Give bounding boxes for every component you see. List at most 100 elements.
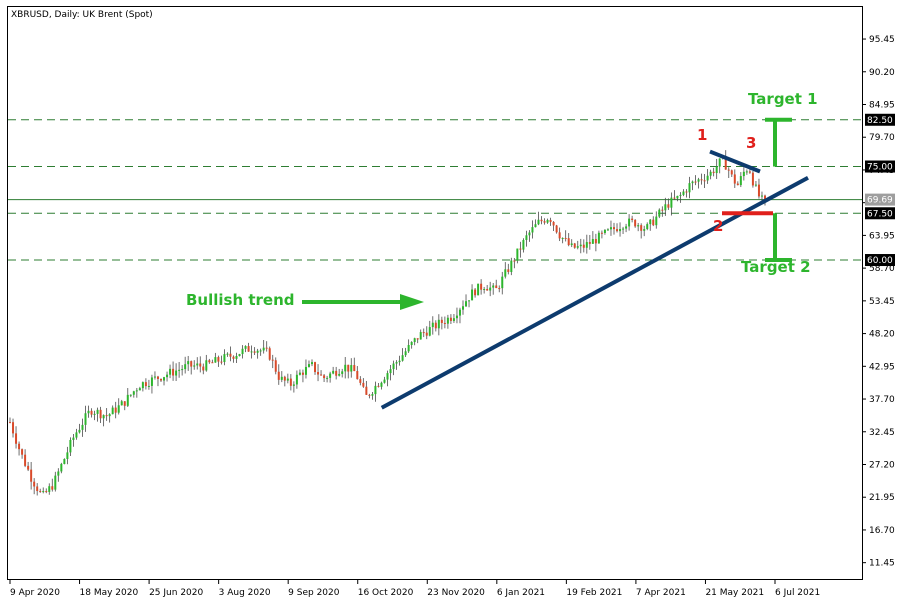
candle-body	[18, 443, 21, 450]
candle-body	[371, 394, 374, 396]
candle-body	[166, 374, 169, 378]
level-label: 82.50	[867, 116, 893, 126]
candle-body	[205, 360, 208, 371]
y-axis: 95.4590.2084.9579.7074.4569.2063.9558.70…	[862, 35, 895, 569]
candle-body	[597, 232, 600, 244]
candle-body	[326, 377, 329, 379]
candle-body	[93, 413, 96, 415]
candle-body	[471, 289, 474, 301]
y-tick-label: 27.20	[869, 460, 895, 470]
candle-body	[703, 180, 706, 182]
candle-body	[259, 350, 262, 352]
candle-body	[591, 239, 594, 244]
candle-body	[160, 378, 162, 381]
candle-body	[455, 315, 458, 319]
candle-body	[625, 226, 628, 229]
level-label-bg	[865, 160, 895, 173]
candle-body	[69, 440, 72, 453]
candle-body	[356, 371, 359, 380]
candle-body	[347, 364, 350, 372]
candle-body	[404, 351, 407, 356]
candle-body	[564, 237, 567, 239]
candle-body	[135, 390, 138, 392]
candle-body	[350, 365, 353, 372]
candle-body	[513, 260, 516, 262]
candle-body	[751, 172, 754, 186]
y-tick-label: 16.70	[869, 526, 895, 536]
candle-body	[42, 491, 45, 493]
candle-body	[277, 371, 280, 380]
candle-body	[286, 378, 289, 381]
candle-body	[271, 359, 274, 361]
candle-body	[226, 353, 229, 355]
candle-body	[525, 235, 528, 240]
candle-body	[458, 309, 461, 316]
candle-body	[314, 362, 317, 373]
candle-body	[99, 409, 102, 419]
candle-body	[304, 366, 307, 375]
candle-body	[362, 382, 365, 387]
x-tick-label: 25 Jun 2020	[149, 588, 203, 598]
candle-body	[552, 221, 555, 226]
plot-frame	[7, 6, 863, 580]
candle-body	[736, 183, 739, 186]
candle-body	[640, 225, 643, 231]
target-2-label: Target 2	[741, 258, 811, 276]
candle-body	[507, 269, 510, 272]
candle-body	[190, 361, 193, 367]
candle-body	[498, 288, 501, 290]
candle-body	[474, 289, 477, 296]
level-label: 67.50	[867, 209, 893, 219]
candle-body	[323, 375, 326, 379]
candle-body	[332, 370, 335, 374]
y-tick-label: 42.95	[869, 362, 895, 372]
candle-body	[114, 407, 117, 413]
candle-body	[676, 195, 679, 199]
candle-body	[422, 332, 425, 334]
candle-body	[178, 369, 181, 371]
overlay-layer	[302, 117, 809, 410]
candle-body	[353, 365, 356, 372]
candle-body	[211, 362, 214, 364]
candle-body	[440, 319, 443, 323]
candle-body	[757, 184, 760, 197]
candle-body	[504, 269, 507, 277]
candle-body	[163, 377, 166, 381]
candle-body	[123, 401, 126, 406]
candle-body	[283, 376, 286, 381]
level-label-bg	[865, 254, 895, 267]
candle-body	[510, 260, 513, 272]
candles-layer	[9, 150, 766, 496]
y-tick-label: 58.70	[869, 264, 895, 274]
y-tick-label: 53.45	[869, 297, 895, 307]
candle-body	[298, 372, 301, 375]
candle-body	[655, 216, 658, 226]
x-tick-label: 7 Apr 2021	[636, 588, 686, 598]
candle-body	[247, 346, 250, 352]
candle-body	[540, 219, 543, 222]
candle-body	[320, 374, 323, 376]
candle-body	[102, 415, 105, 419]
candle-body	[434, 322, 437, 329]
candle-body	[637, 225, 640, 227]
candle-body	[745, 171, 748, 173]
candle-body	[187, 361, 190, 365]
candle-body	[398, 360, 401, 363]
candle-body	[365, 386, 368, 395]
candle-body	[389, 369, 392, 374]
candle-body	[531, 227, 534, 233]
candle-body	[748, 171, 751, 173]
candle-body	[392, 363, 395, 370]
candle-body	[616, 229, 619, 232]
candle-body	[643, 229, 646, 231]
candle-body	[172, 368, 175, 376]
y-tick-label: 21.95	[869, 493, 895, 503]
candle-body	[561, 237, 564, 239]
point-1-label: 1	[697, 126, 707, 144]
x-tick-label: 18 May 2020	[80, 588, 139, 598]
candle-body	[588, 242, 591, 244]
candle-body	[126, 394, 129, 406]
candle-body	[480, 283, 483, 290]
candle-body	[359, 379, 362, 383]
candle-body	[573, 243, 576, 248]
